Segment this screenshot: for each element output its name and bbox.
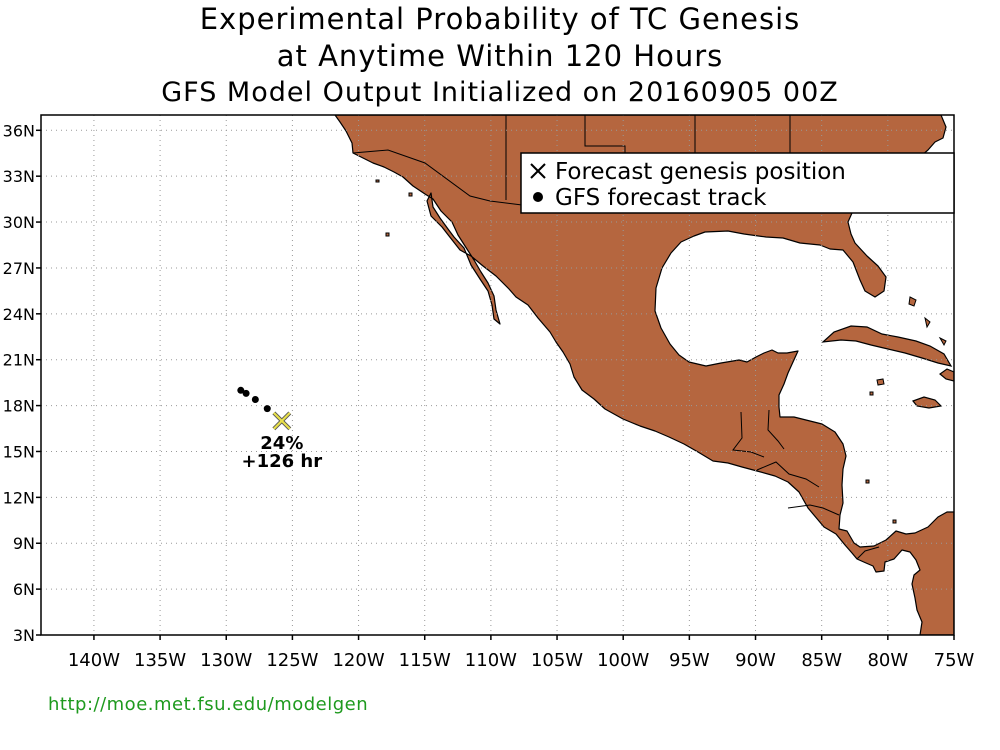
plot-frame (40, 114, 955, 636)
y-tick-label: 36N (3, 121, 35, 140)
y-tick-label: 33N (3, 167, 35, 186)
y-tick-label: 24N (3, 305, 35, 324)
title-line-1: Experimental Probability of TC Genesis (199, 2, 801, 36)
genesis-lead-time-label: +126 hr (242, 451, 323, 472)
x-tick-label: 115W (399, 650, 451, 671)
small-islands (375, 179, 897, 524)
y-tick-label: 3N (13, 626, 35, 645)
x-tick-label: 80W (867, 650, 908, 671)
x-tick-label: 130W (200, 650, 252, 671)
forecast-track (237, 386, 271, 413)
y-tick-label: 9N (13, 534, 35, 553)
x-tick-label: 105W (531, 650, 583, 671)
x-tick-label: 85W (801, 650, 842, 671)
track-point (251, 395, 259, 403)
genesis-x-marker (273, 412, 291, 430)
track-point (263, 405, 271, 413)
land-hispaniola (939, 368, 954, 382)
source-url[interactable]: http://moe.met.fsu.edu/modelgen (48, 694, 369, 715)
land-bahamas (908, 296, 947, 347)
legend-track-label: GFS forecast track (555, 185, 767, 211)
legend: Forecast genesis position GFS forecast t… (520, 152, 955, 214)
land-north-central-america (334, 115, 954, 635)
y-tick-label: 15N (3, 442, 35, 461)
land-cuba (821, 325, 953, 367)
x-tick-label: 140W (68, 650, 120, 671)
x-tick-label: 100W (597, 650, 649, 671)
legend-x-icon (530, 163, 546, 179)
x-tick-label: 120W (332, 650, 384, 671)
x-tick-label: 125W (266, 650, 318, 671)
y-tick-label: 30N (3, 213, 35, 232)
y-tick-label: 12N (3, 488, 35, 507)
x-tick-label: 90W (735, 650, 776, 671)
genesis-marker-group (272, 411, 292, 431)
axes: 36N 33N 30N 27N 24N 21N 18N 15N 12N 9N 6N 3N 140W 135… (3, 121, 975, 671)
x-tick-label: 75W (934, 650, 975, 671)
title-line-3: GFS Model Output Initialized on 20160905… (161, 77, 839, 108)
track-point (242, 389, 250, 397)
y-tick-label: 6N (13, 580, 35, 599)
x-tick-label: 135W (134, 650, 186, 671)
x-tick-label: 110W (465, 650, 517, 671)
y-tick-label: 27N (3, 259, 35, 278)
x-tick-label: 95W (669, 650, 710, 671)
track-point (237, 386, 245, 394)
legend-box (520, 152, 955, 214)
title-line-2: at Anytime Within 120 Hours (276, 39, 724, 73)
genesis-probability-label: 24% (260, 433, 303, 454)
y-tick-label: 21N (3, 351, 35, 370)
land-island-juventud (876, 378, 885, 386)
legend-genesis-label: Forecast genesis position (555, 159, 846, 185)
y-tick-label: 18N (3, 397, 35, 416)
legend-dot-icon (533, 192, 543, 202)
